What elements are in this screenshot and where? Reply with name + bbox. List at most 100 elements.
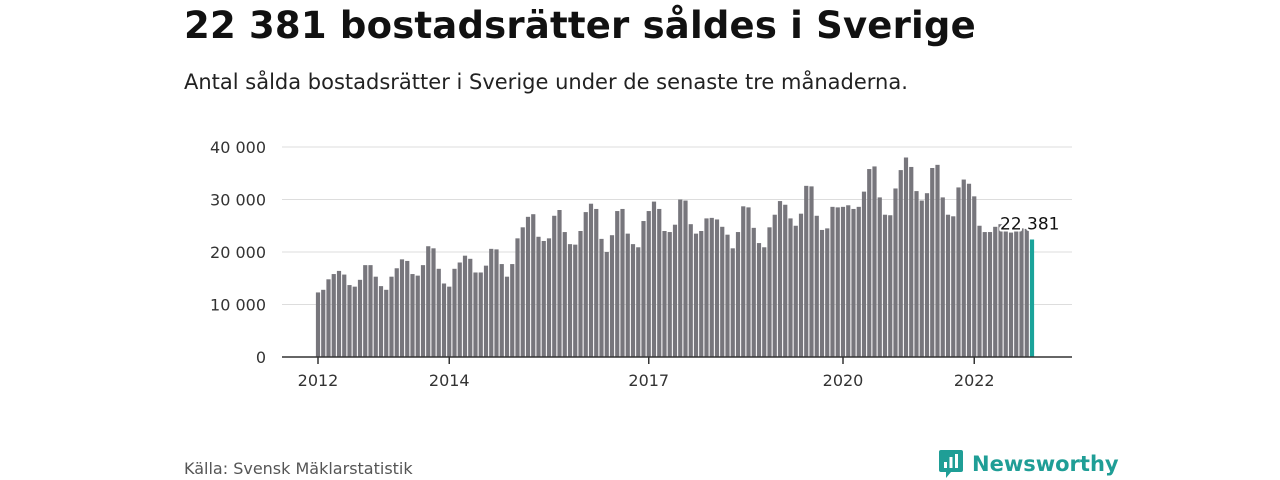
- bar: [452, 268, 457, 357]
- y-tick-label: 40 000: [210, 138, 266, 157]
- bar: [462, 255, 468, 357]
- bar: [1014, 231, 1019, 357]
- bar: [919, 200, 924, 357]
- bar: [993, 226, 998, 357]
- bar: [819, 229, 825, 357]
- bar: [777, 201, 783, 357]
- bar: [373, 276, 378, 357]
- bar: [735, 232, 741, 357]
- bar: [982, 232, 987, 357]
- bar: [704, 218, 709, 357]
- bar: [924, 193, 930, 357]
- bar: [552, 215, 557, 357]
- bar: [352, 286, 357, 357]
- bar: [861, 191, 867, 358]
- bar: [321, 289, 326, 357]
- bar: [793, 225, 798, 357]
- bar: [609, 235, 615, 357]
- bar: [725, 234, 730, 357]
- newsworthy-logo[interactable]: Newsworthy: [938, 449, 1119, 479]
- bar: [594, 208, 599, 357]
- bar: [504, 276, 510, 357]
- bar: [405, 260, 410, 357]
- bar: [898, 170, 903, 357]
- bar: [468, 258, 473, 357]
- bar: [394, 268, 399, 357]
- bar: [856, 206, 861, 357]
- bar: [541, 240, 546, 357]
- bar: [903, 157, 909, 357]
- bar: [363, 265, 368, 358]
- bar: [331, 274, 336, 357]
- bar: [473, 272, 478, 357]
- bar: [940, 197, 945, 357]
- bar: [441, 283, 447, 357]
- bar: [809, 186, 814, 358]
- source-note: Källa: Svensk Mäklarstatistik: [184, 459, 413, 478]
- bar: [1008, 232, 1014, 357]
- bar: [945, 214, 951, 357]
- bar: [573, 244, 578, 357]
- bar: [741, 206, 746, 357]
- bar: [683, 200, 688, 357]
- highlight-value-label: 22 381: [1000, 214, 1059, 234]
- bar: [546, 238, 552, 357]
- bar: [447, 286, 452, 357]
- bar: [699, 231, 704, 357]
- highlight-bar: [1029, 239, 1035, 357]
- bar: [557, 210, 562, 357]
- callouts: 22 381: [998, 212, 1061, 236]
- bar: [436, 268, 441, 357]
- bar: [420, 265, 426, 358]
- bar: [893, 188, 898, 357]
- chart-headline: 22 381 bostadsrätter såldes i Sverige: [184, 4, 976, 47]
- newsworthy-logo-icon: [939, 450, 963, 478]
- bar: [746, 207, 751, 358]
- bar: [956, 187, 961, 357]
- bar: [672, 224, 678, 357]
- y-axis-ticks: 0 10 000 20 000 30 000 40 000: [210, 138, 266, 367]
- x-tick-label: 2022: [954, 371, 995, 390]
- bar: [315, 292, 321, 357]
- bar: [830, 206, 835, 357]
- bar: [951, 216, 956, 357]
- bar: [620, 208, 625, 357]
- bar: [525, 216, 531, 357]
- bar: [662, 231, 667, 357]
- bar: [914, 191, 919, 357]
- bar: [615, 211, 620, 357]
- bar: [756, 243, 762, 357]
- bar: [389, 276, 394, 357]
- bar: [882, 214, 888, 357]
- bar: [835, 207, 840, 358]
- bar: [840, 206, 846, 357]
- bar: [667, 232, 672, 357]
- y-tick-label: 10 000: [210, 296, 266, 315]
- chart-subtitle: Antal sålda bostadsrätter i Sverige unde…: [184, 70, 908, 94]
- x-tick-label: 2012: [298, 371, 339, 390]
- bar: [357, 279, 363, 357]
- bar: [998, 224, 1003, 357]
- bar: [930, 168, 935, 357]
- y-tick-label: 0: [256, 348, 266, 367]
- bar: [961, 179, 966, 357]
- y-tick-label: 20 000: [210, 243, 266, 262]
- bar: [783, 204, 788, 357]
- bar: [814, 215, 819, 357]
- bar: [536, 236, 541, 357]
- bar: [678, 199, 683, 357]
- bar: [751, 227, 756, 357]
- bar: [641, 221, 646, 357]
- bar: [846, 205, 851, 357]
- bar: [825, 228, 830, 358]
- bar: [562, 232, 567, 357]
- bar: [625, 233, 630, 358]
- bar: [588, 203, 594, 357]
- bar: [510, 264, 515, 357]
- bar: [788, 218, 793, 357]
- bar: [368, 265, 373, 358]
- bar: [410, 274, 415, 357]
- bar: [347, 285, 352, 357]
- bar: [772, 214, 777, 357]
